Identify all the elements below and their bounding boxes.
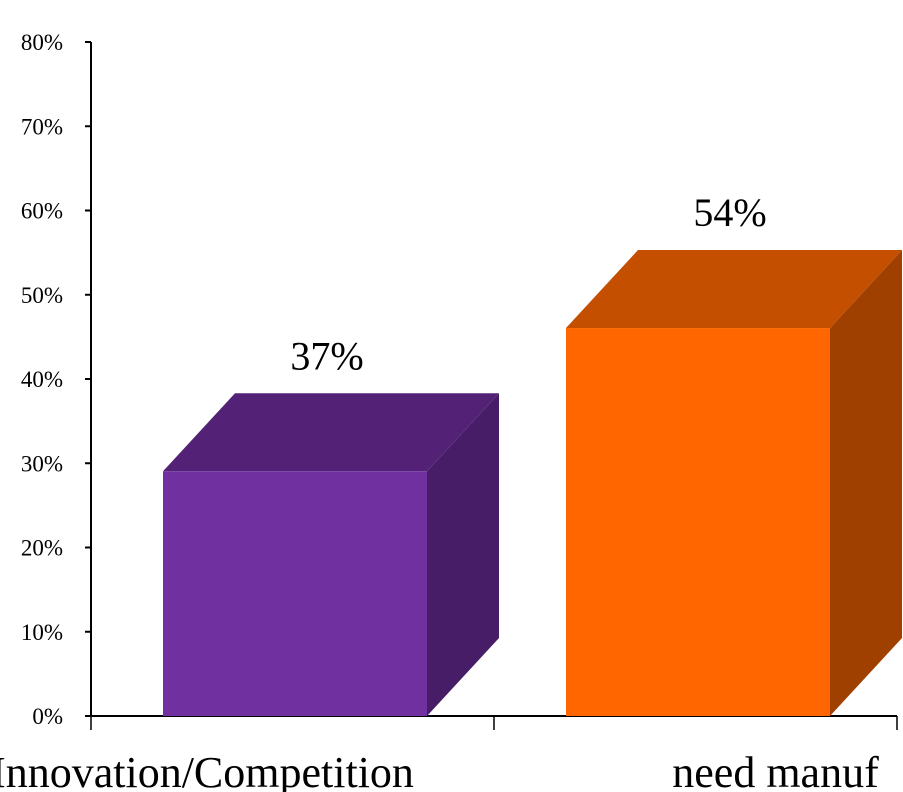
bar-front-face <box>566 328 830 716</box>
bars <box>163 250 902 716</box>
y-tick-label: 40% <box>21 367 63 392</box>
category-label: need manuf <box>672 748 879 792</box>
y-ticks: 0% 10% 20% 30% 40% 50% 60% 70% 80% <box>21 30 91 729</box>
bar-front-face <box>163 471 427 716</box>
data-label: 37% <box>290 333 363 378</box>
y-tick-label: 10% <box>21 620 63 645</box>
data-label: 54% <box>693 190 766 235</box>
category-labels: Innovation/Competition need manuf <box>0 748 879 792</box>
y-tick-label: 0% <box>32 704 63 729</box>
y-tick-label: 20% <box>21 536 63 561</box>
bar-side-face <box>830 250 902 716</box>
y-tick-label: 70% <box>21 114 63 139</box>
y-tick-label: 60% <box>21 199 63 224</box>
bar-innovation-competition <box>163 393 499 716</box>
bar-need-manuf <box>566 250 902 716</box>
x-ticks <box>91 716 897 730</box>
category-label: Innovation/Competition <box>0 748 414 792</box>
y-tick-label: 50% <box>21 283 63 308</box>
y-tick-label: 30% <box>21 451 63 476</box>
y-tick-label: 80% <box>21 30 63 55</box>
